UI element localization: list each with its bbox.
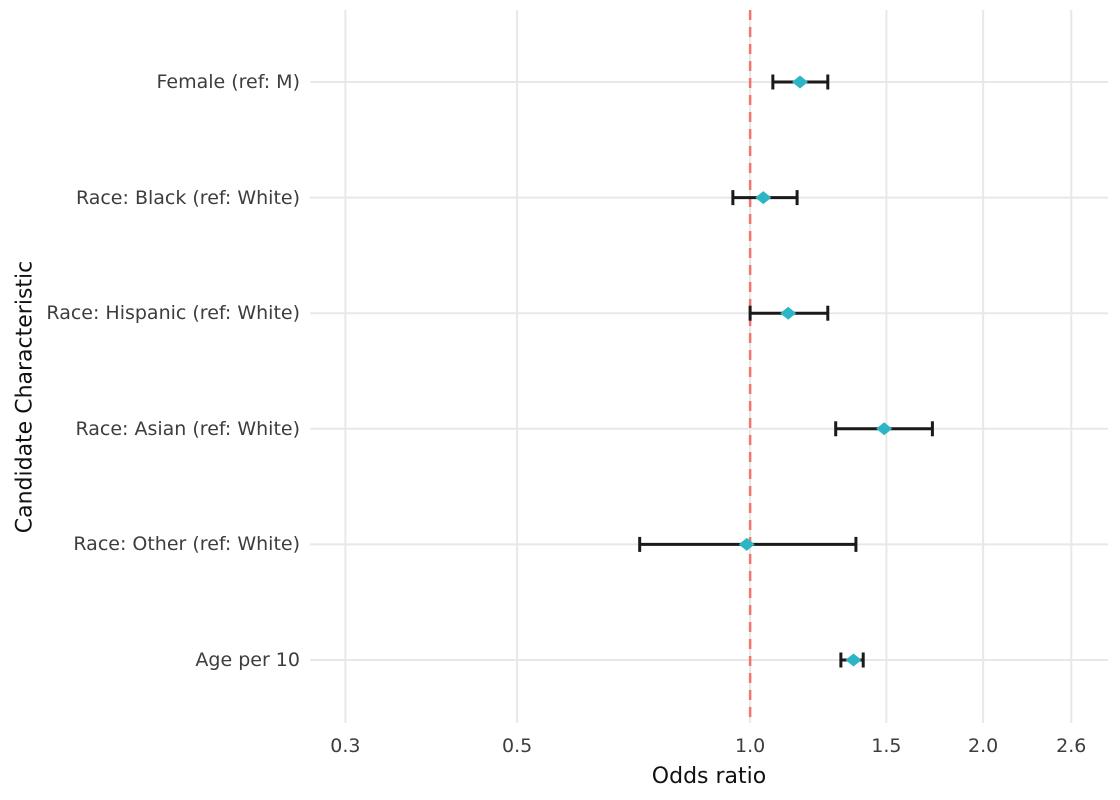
plot-panel (310, 10, 1108, 723)
x-tick-label: 1.0 (735, 735, 766, 757)
point-marker-diamond (780, 306, 797, 320)
point-marker-diamond (738, 537, 755, 551)
y-category-label: Female (ref: M) (156, 71, 301, 93)
y-category-label: Race: Hispanic (ref: White) (46, 302, 300, 325)
point-marker-diamond (845, 653, 862, 667)
x-tick-label: 2.0 (967, 735, 999, 757)
x-tick-label: 0.5 (502, 735, 533, 757)
plot-canvas (310, 10, 1108, 723)
x-tick-label: 0.3 (330, 735, 361, 757)
point-marker-diamond (755, 191, 772, 205)
x-axis-title: Odds ratio (651, 764, 767, 789)
x-tick-label: 2.6 (1056, 735, 1087, 757)
y-category-label: Race: Asian (ref: White) (75, 417, 300, 440)
y-category-label: Race: Other (ref: White) (73, 533, 300, 556)
y-category-label: Age per 10 (195, 649, 300, 671)
x-tick-label: 1.5 (871, 735, 902, 757)
point-marker-diamond (876, 422, 893, 436)
y-category-label: Race: Black (ref: White) (75, 186, 300, 209)
point-marker-diamond (792, 75, 809, 89)
